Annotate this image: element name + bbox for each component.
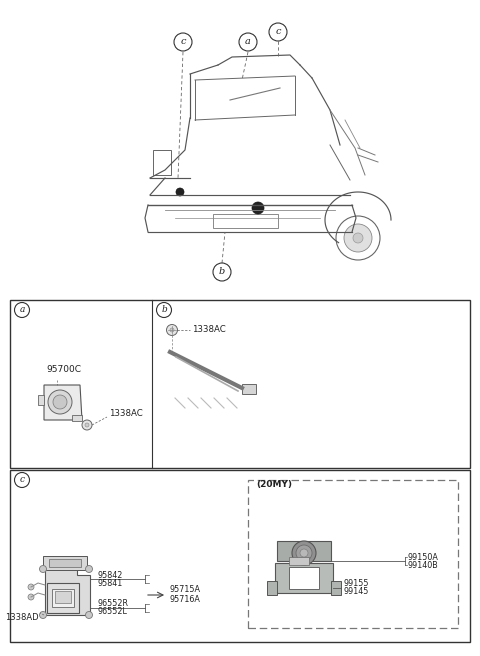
Circle shape [53,395,67,409]
Circle shape [292,541,316,565]
Text: 99155: 99155 [343,579,369,588]
Bar [49,559,81,567]
Text: a: a [245,37,251,47]
Circle shape [344,224,372,252]
Circle shape [28,594,34,600]
Circle shape [85,611,93,619]
Circle shape [82,420,92,430]
Bar [55,591,71,603]
Text: 95841: 95841 [97,579,122,588]
Text: b: b [161,306,167,314]
Circle shape [14,472,29,487]
Bar [331,581,341,595]
Circle shape [48,390,72,414]
Bar [153,150,171,175]
Circle shape [39,611,47,619]
Bar [10,470,470,642]
Text: c: c [180,37,186,47]
Bar [275,563,333,593]
Circle shape [28,584,34,590]
Text: a: a [19,306,24,314]
Circle shape [85,565,93,573]
Circle shape [167,325,178,335]
Circle shape [269,23,287,41]
Circle shape [296,545,312,561]
Text: 99145: 99145 [343,588,368,596]
Text: 99150A: 99150A [408,552,439,562]
Circle shape [39,565,47,573]
Circle shape [170,328,174,332]
Circle shape [336,216,380,260]
Circle shape [85,423,89,427]
Text: (20MY): (20MY) [256,480,292,489]
Bar [52,589,74,607]
Text: 96552L: 96552L [97,607,127,617]
Circle shape [252,202,264,214]
Text: 95842: 95842 [97,571,122,579]
Text: 95716A: 95716A [169,596,200,604]
Circle shape [300,549,308,557]
Circle shape [176,188,184,196]
Polygon shape [45,567,90,615]
Text: 96552R: 96552R [97,600,128,609]
Text: 1338AC: 1338AC [192,325,226,335]
Text: 1338AC: 1338AC [109,409,143,419]
Polygon shape [44,385,82,420]
Bar [72,415,82,421]
Text: c: c [20,476,24,485]
Bar [38,395,44,405]
Circle shape [156,302,171,318]
Text: 1338AD: 1338AD [5,613,38,621]
Text: 95715A: 95715A [169,586,200,594]
Bar [267,581,277,595]
Bar [213,214,278,228]
Text: c: c [275,28,281,37]
Circle shape [14,302,29,318]
Bar [289,567,319,589]
Bar [10,300,470,468]
Text: 99140B: 99140B [408,560,439,569]
Circle shape [353,233,363,243]
Circle shape [239,33,257,51]
Bar [277,541,331,561]
Bar [289,557,309,565]
Text: b: b [219,268,225,276]
Bar [242,384,256,394]
Circle shape [213,263,231,281]
Circle shape [174,33,192,51]
Bar [47,583,79,613]
Bar [248,480,458,628]
Text: 95700C: 95700C [46,365,81,375]
Bar [43,556,87,570]
